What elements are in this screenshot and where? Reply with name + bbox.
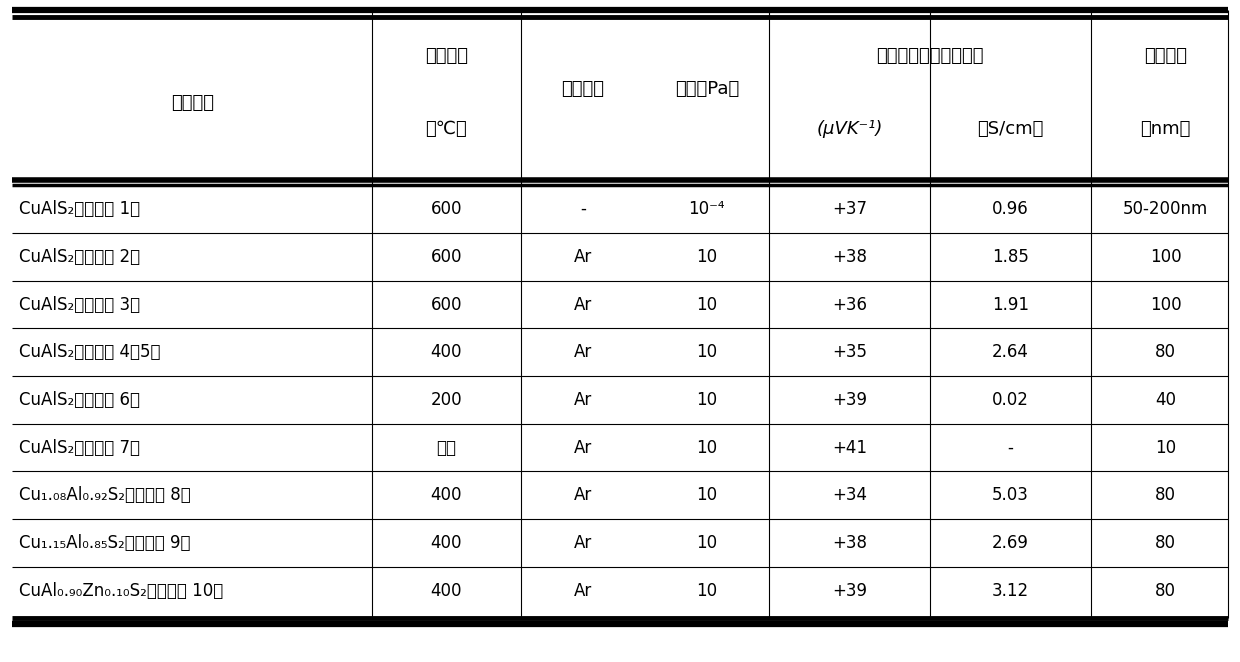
Text: 2.64: 2.64: [992, 343, 1029, 361]
Text: CuAlS₂（实施例 1）: CuAlS₂（实施例 1）: [19, 200, 140, 218]
Text: Ar: Ar: [574, 343, 591, 361]
Text: 压强（Pa）: 压强（Pa）: [675, 80, 739, 99]
Text: 80: 80: [1156, 343, 1176, 361]
Text: +37: +37: [832, 200, 867, 218]
Text: 400: 400: [430, 486, 463, 504]
Text: 薄膜成分: 薄膜成分: [171, 93, 213, 112]
Text: +39: +39: [832, 581, 867, 600]
Text: +38: +38: [832, 534, 867, 552]
Text: CuAlS₂（实施例 7）: CuAlS₂（实施例 7）: [19, 438, 140, 457]
Text: +35: +35: [832, 343, 867, 361]
Text: 10⁻⁴: 10⁻⁴: [688, 200, 725, 218]
Text: -: -: [580, 200, 585, 218]
Text: 衬底温度: 衬底温度: [425, 47, 467, 66]
Text: Ar: Ar: [574, 295, 591, 314]
Text: 1.91: 1.91: [992, 295, 1029, 314]
Text: -: -: [1008, 438, 1013, 457]
Text: CuAlS₂（实施例 6）: CuAlS₂（实施例 6）: [19, 391, 140, 409]
Text: 80: 80: [1156, 581, 1176, 600]
Text: 100: 100: [1149, 248, 1182, 266]
Text: Ar: Ar: [574, 486, 591, 504]
Text: CuAlS₂（实施例 4，5）: CuAlS₂（实施例 4，5）: [19, 343, 160, 361]
Text: (μVK⁻¹): (μVK⁻¹): [816, 120, 883, 138]
Text: 赛贝克系数室温电导率: 赛贝克系数室温电导率: [877, 47, 983, 66]
Text: +38: +38: [832, 248, 867, 266]
Text: 600: 600: [430, 248, 463, 266]
Text: 10: 10: [696, 486, 718, 504]
Text: 10: 10: [696, 343, 718, 361]
Text: 200: 200: [430, 391, 463, 409]
Text: CuAlS₂（实施例 3）: CuAlS₂（实施例 3）: [19, 295, 140, 314]
Text: 2.69: 2.69: [992, 534, 1029, 552]
Text: 10: 10: [696, 295, 718, 314]
Text: 10: 10: [696, 248, 718, 266]
Text: 40: 40: [1156, 391, 1176, 409]
Text: CuAl₀.₉₀Zn₀.₁₀S₂（实施例 10）: CuAl₀.₉₀Zn₀.₁₀S₂（实施例 10）: [19, 581, 223, 600]
Text: 80: 80: [1156, 486, 1176, 504]
Text: +34: +34: [832, 486, 867, 504]
Text: +36: +36: [832, 295, 867, 314]
Text: 3.12: 3.12: [992, 581, 1029, 600]
Text: 400: 400: [430, 534, 463, 552]
Text: 10: 10: [696, 391, 718, 409]
Text: （S/cm）: （S/cm）: [977, 120, 1044, 138]
Text: 5.03: 5.03: [992, 486, 1029, 504]
Text: 1.85: 1.85: [992, 248, 1029, 266]
Text: 0.96: 0.96: [992, 200, 1029, 218]
Text: +39: +39: [832, 391, 867, 409]
Text: 室温: 室温: [436, 438, 456, 457]
Text: Ar: Ar: [574, 248, 591, 266]
Text: 80: 80: [1156, 534, 1176, 552]
Text: 10: 10: [1154, 438, 1177, 457]
Text: 0.02: 0.02: [992, 391, 1029, 409]
Text: 600: 600: [430, 200, 463, 218]
Text: （nm）: （nm）: [1141, 120, 1190, 138]
Text: （℃）: （℃）: [425, 120, 467, 138]
Text: Ar: Ar: [574, 391, 591, 409]
Text: Cu₁.₁₅Al₀.₈₅S₂（实施例 9）: Cu₁.₁₅Al₀.₈₅S₂（实施例 9）: [19, 534, 190, 552]
Text: 10: 10: [696, 581, 718, 600]
Text: 400: 400: [430, 343, 463, 361]
Text: 400: 400: [430, 581, 463, 600]
Text: 600: 600: [430, 295, 463, 314]
Text: Ar: Ar: [574, 534, 591, 552]
Text: CuAlS₂（实施例 2）: CuAlS₂（实施例 2）: [19, 248, 140, 266]
Text: 100: 100: [1149, 295, 1182, 314]
Text: Ar: Ar: [574, 438, 591, 457]
Text: 制备气氛: 制备气氛: [562, 80, 604, 99]
Text: +41: +41: [832, 438, 867, 457]
Text: Cu₁.₀₈Al₀.₉₂S₂（实施例 8）: Cu₁.₀₈Al₀.₉₂S₂（实施例 8）: [19, 486, 191, 504]
Text: Ar: Ar: [574, 581, 591, 600]
Text: 薄膜厚度: 薄膜厚度: [1145, 47, 1187, 66]
Text: 50-200nm: 50-200nm: [1123, 200, 1208, 218]
Text: 10: 10: [696, 534, 718, 552]
Text: 10: 10: [696, 438, 718, 457]
